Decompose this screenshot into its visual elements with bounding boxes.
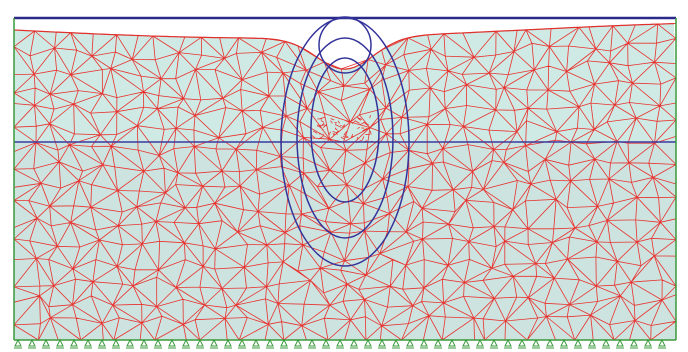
support xyxy=(182,338,190,349)
contour-inner xyxy=(310,57,380,203)
support xyxy=(644,338,652,349)
support xyxy=(252,338,260,349)
support xyxy=(364,338,372,349)
support xyxy=(532,338,540,349)
support xyxy=(98,338,106,349)
support xyxy=(280,338,288,349)
support xyxy=(462,338,470,349)
support xyxy=(406,338,414,349)
support xyxy=(378,338,386,349)
support xyxy=(56,338,64,349)
support xyxy=(126,338,134,349)
support xyxy=(224,338,232,349)
support xyxy=(238,338,246,349)
contours xyxy=(280,16,410,267)
support xyxy=(588,338,596,349)
support xyxy=(434,338,442,349)
contour-outer xyxy=(280,17,410,267)
support xyxy=(560,338,568,349)
support xyxy=(154,338,162,349)
support xyxy=(28,338,36,349)
support xyxy=(140,338,148,349)
support xyxy=(448,338,456,349)
support xyxy=(112,338,120,349)
support xyxy=(602,338,610,349)
support xyxy=(210,338,218,349)
support xyxy=(14,338,22,349)
deformed-surface xyxy=(13,23,675,70)
support xyxy=(616,338,624,349)
support xyxy=(546,338,554,349)
support xyxy=(518,338,526,349)
support xyxy=(574,338,582,349)
support xyxy=(168,338,176,349)
support xyxy=(476,338,484,349)
support xyxy=(42,338,50,349)
support xyxy=(84,338,92,349)
support xyxy=(350,338,358,349)
support xyxy=(658,338,666,349)
supports xyxy=(14,338,666,349)
support xyxy=(336,338,344,349)
support xyxy=(322,338,330,349)
support xyxy=(196,338,204,349)
support xyxy=(420,338,428,349)
soil-lower-layer xyxy=(14,142,676,340)
support xyxy=(630,338,638,349)
support xyxy=(70,338,78,349)
contour-middle xyxy=(296,37,394,239)
contour-top xyxy=(318,16,372,74)
support xyxy=(392,338,400,349)
support xyxy=(490,338,498,349)
support xyxy=(308,338,316,349)
support xyxy=(294,338,302,349)
support xyxy=(266,338,274,349)
support xyxy=(504,338,512,349)
